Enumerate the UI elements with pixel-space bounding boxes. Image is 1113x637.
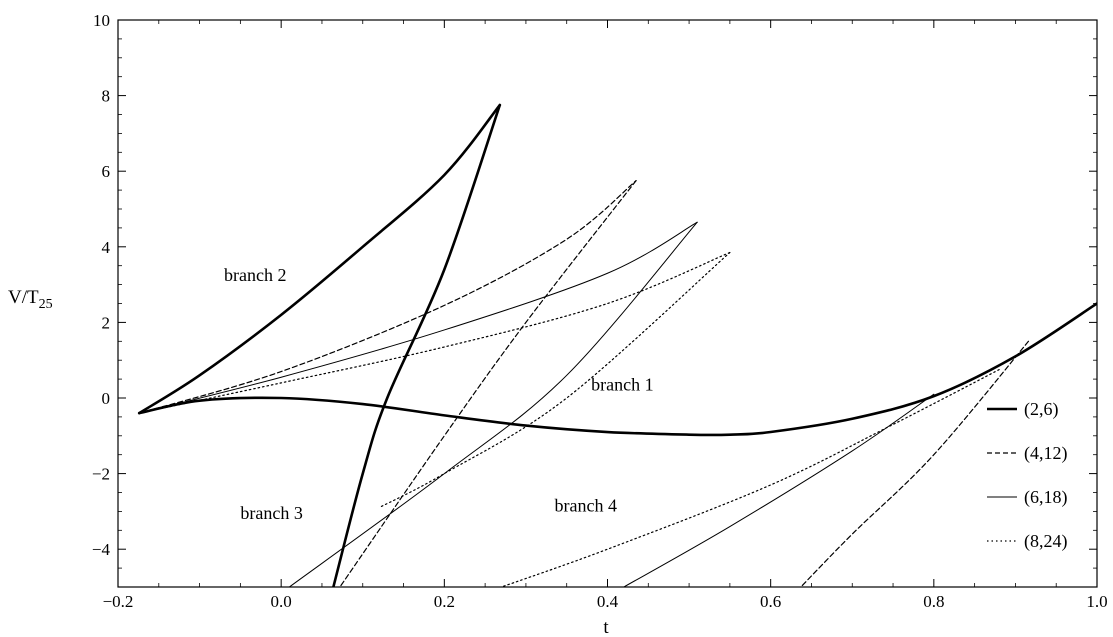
y-tick-label: 4 [102, 238, 111, 257]
series-2-branch4-line [800, 340, 1030, 587]
series-3-branch3-line [288, 221, 698, 587]
branch-label-2: branch 2 [224, 265, 286, 285]
x-axis-title: t [603, 617, 609, 637]
series-1-branch2-line [137, 103, 502, 415]
y-tick-label: −2 [92, 465, 110, 484]
y-tick-label: 6 [102, 162, 111, 181]
y-tick-label: 8 [102, 87, 111, 106]
y-tick-label: 2 [102, 313, 111, 332]
branch-annotations: branch 1 branch 2 branch 3 branch 4 [224, 265, 654, 523]
axis-ticks [117, 19, 1098, 588]
x-tick-label: 0.2 [434, 592, 455, 611]
y-tick-label: 10 [93, 11, 110, 30]
x-tick-label: −0.2 [103, 592, 134, 611]
axis-tick-labels: −0.2 0.0 0.2 0.4 0.6 0.8 1.0 −4 −2 0 2 4 6 8 10 [92, 11, 1108, 611]
series-1-branch3-line [332, 103, 502, 587]
y-axis-title-subscript: 25 [39, 297, 53, 312]
legend-label-2: (4,12) [1024, 443, 1068, 464]
x-tick-label: 0.4 [597, 592, 619, 611]
series-3-branch2-line [138, 221, 698, 414]
x-tick-label: 0.6 [760, 592, 781, 611]
y-tick-label: −4 [92, 540, 111, 559]
x-tick-label: 0.8 [923, 592, 944, 611]
series-2-branch3-line [339, 180, 637, 587]
series-1-branch1-line [137, 302, 1097, 437]
series-2-branch2-line [138, 180, 637, 414]
x-tick-label: 0.0 [271, 592, 292, 611]
y-axis-title-main: V/T [8, 287, 39, 308]
series-4-branch4-line [500, 369, 1000, 587]
series-3-branch4-line [623, 393, 935, 587]
branch-label-3: branch 3 [240, 503, 302, 523]
series-4-branch2-line [138, 251, 731, 414]
plot-lines [137, 103, 1097, 587]
y-tick-label: 0 [102, 389, 111, 408]
branch-label-4: branch 4 [554, 495, 616, 515]
legend: (2,6) (4,12) (6,18) (8,24) [987, 399, 1068, 552]
branch-label-1: branch 1 [591, 374, 653, 394]
legend-label-3: (6,18) [1024, 487, 1068, 508]
legend-label-1: (2,6) [1024, 399, 1059, 420]
x-tick-label: 1.0 [1086, 592, 1107, 611]
series-4-branch3-line [378, 251, 731, 509]
legend-label-4: (8,24) [1024, 531, 1068, 552]
y-axis-title: V/T25 [8, 287, 53, 312]
